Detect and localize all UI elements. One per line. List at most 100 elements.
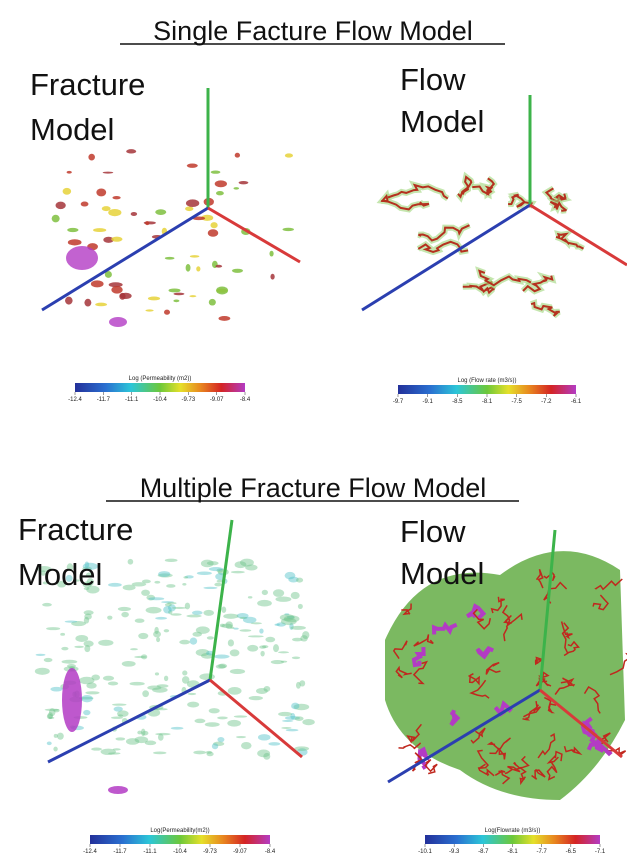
fracture-patch bbox=[158, 571, 170, 577]
fracture-patch bbox=[113, 748, 121, 750]
fracture-patch bbox=[111, 237, 122, 242]
colorbar-tick-label: -6.5 bbox=[566, 849, 577, 855]
fracture-patch bbox=[118, 607, 131, 611]
fracture-patch bbox=[193, 751, 206, 755]
colorbar-tick-label: -7.1 bbox=[595, 849, 606, 855]
fracture-patch bbox=[190, 638, 197, 645]
fracture-patch bbox=[88, 154, 95, 161]
fracture-patch bbox=[248, 635, 264, 637]
fracture-patch bbox=[214, 583, 222, 587]
fracture-patch bbox=[148, 597, 164, 600]
colorbar-tick-label: -10.4 bbox=[153, 397, 167, 403]
fracture-patch bbox=[103, 676, 114, 681]
fracture-patch bbox=[102, 206, 111, 211]
fracture-patch bbox=[157, 684, 169, 687]
fracture-patch bbox=[44, 658, 53, 662]
fracture-patch bbox=[135, 619, 145, 623]
fracture-patch bbox=[49, 717, 55, 719]
fracture-patch bbox=[137, 731, 142, 735]
colorbar-tick-label: -10.1 bbox=[418, 849, 432, 855]
fracture-patch bbox=[240, 559, 254, 567]
panel-label: Fracture bbox=[30, 67, 145, 102]
fracture-patch bbox=[194, 719, 205, 724]
y-axis bbox=[530, 205, 627, 265]
fracture-patch bbox=[165, 559, 178, 562]
fracture-patch bbox=[232, 269, 243, 273]
fracture-patch bbox=[53, 747, 57, 752]
fracture-patch bbox=[221, 607, 226, 613]
fracture-patch bbox=[154, 581, 160, 584]
colorbar-tick-label: -9.3 bbox=[449, 849, 460, 855]
fracture-patch bbox=[142, 731, 149, 736]
fracture-patch bbox=[183, 576, 188, 578]
fracture-patch bbox=[291, 703, 299, 710]
fracture-patch bbox=[214, 654, 230, 658]
fracture-patch bbox=[292, 656, 300, 659]
fracture-patch bbox=[227, 720, 241, 727]
fracture-patch bbox=[154, 627, 158, 634]
colorbar-tick-label: -7.2 bbox=[541, 399, 552, 405]
fracture-patch bbox=[207, 636, 214, 639]
fracture-patch bbox=[209, 299, 216, 306]
fracture-patch bbox=[153, 751, 167, 754]
colorbar-title: Log(Flowrate (m3/s)) bbox=[485, 828, 541, 834]
colorbar-title: Log (Flow rate (m3/s)) bbox=[457, 378, 516, 384]
fracture-patch bbox=[128, 559, 134, 565]
fracture-patch bbox=[182, 583, 186, 586]
fracture-patch bbox=[294, 746, 309, 751]
fracture-patch bbox=[302, 719, 314, 725]
fracture-patch bbox=[218, 664, 227, 669]
colorbar bbox=[75, 383, 245, 392]
fracture-patch bbox=[130, 648, 138, 650]
fracture-patch bbox=[172, 607, 187, 609]
fracture-patch bbox=[295, 716, 304, 721]
fracture-patch bbox=[155, 672, 159, 675]
fracture-patch bbox=[291, 592, 300, 599]
fracture-patch bbox=[208, 229, 219, 237]
fracture-patch bbox=[148, 297, 160, 301]
fracture-patch bbox=[235, 153, 240, 158]
fracture-patch bbox=[61, 660, 77, 664]
colorbar bbox=[425, 835, 600, 844]
fracture-patch bbox=[166, 584, 175, 588]
fracture-patch bbox=[258, 734, 271, 740]
fracture-patch bbox=[217, 716, 228, 719]
fracture-patch bbox=[182, 676, 189, 684]
fracture-patch bbox=[186, 264, 191, 272]
fracture-patch bbox=[286, 729, 299, 732]
fracture-patch bbox=[199, 673, 215, 680]
fracture-patch bbox=[96, 188, 106, 196]
fracture-patch bbox=[91, 747, 102, 750]
fracture-patch bbox=[179, 640, 190, 645]
fracture-patch bbox=[61, 647, 68, 651]
fracture-patch bbox=[146, 607, 162, 614]
fracture-patch bbox=[260, 651, 264, 657]
fracture-patch bbox=[234, 715, 247, 717]
fracture-patch bbox=[203, 587, 217, 589]
colorbar-tick-label: -6.1 bbox=[571, 399, 582, 405]
fracture-patch bbox=[84, 299, 91, 307]
fracture-patch bbox=[273, 644, 279, 652]
fracture-patch bbox=[196, 626, 210, 633]
fracture-patch bbox=[290, 713, 295, 719]
colorbar-tick-label: -9.1 bbox=[422, 399, 433, 405]
colorbar-tick-label: -8.1 bbox=[482, 399, 493, 405]
fracture-patch bbox=[265, 637, 275, 642]
fracture-patch bbox=[111, 286, 122, 294]
fracture-patch bbox=[259, 645, 266, 648]
fracture-patch bbox=[74, 646, 84, 648]
fracture-patch bbox=[173, 299, 179, 302]
fracture-patch bbox=[145, 221, 149, 225]
fracture-patch bbox=[165, 257, 175, 260]
panel-label: Flow bbox=[400, 514, 466, 549]
fracture-patch bbox=[68, 239, 82, 245]
fracture-patch bbox=[210, 222, 217, 228]
fracture-patch bbox=[66, 246, 98, 270]
fracture-patch bbox=[169, 288, 181, 292]
fracture-patch bbox=[132, 582, 147, 586]
fracture-patch bbox=[67, 171, 72, 174]
fracture-patch bbox=[121, 612, 129, 618]
fracture-patch bbox=[217, 737, 224, 742]
fracture-patch bbox=[60, 633, 65, 636]
x-axis bbox=[362, 205, 530, 310]
